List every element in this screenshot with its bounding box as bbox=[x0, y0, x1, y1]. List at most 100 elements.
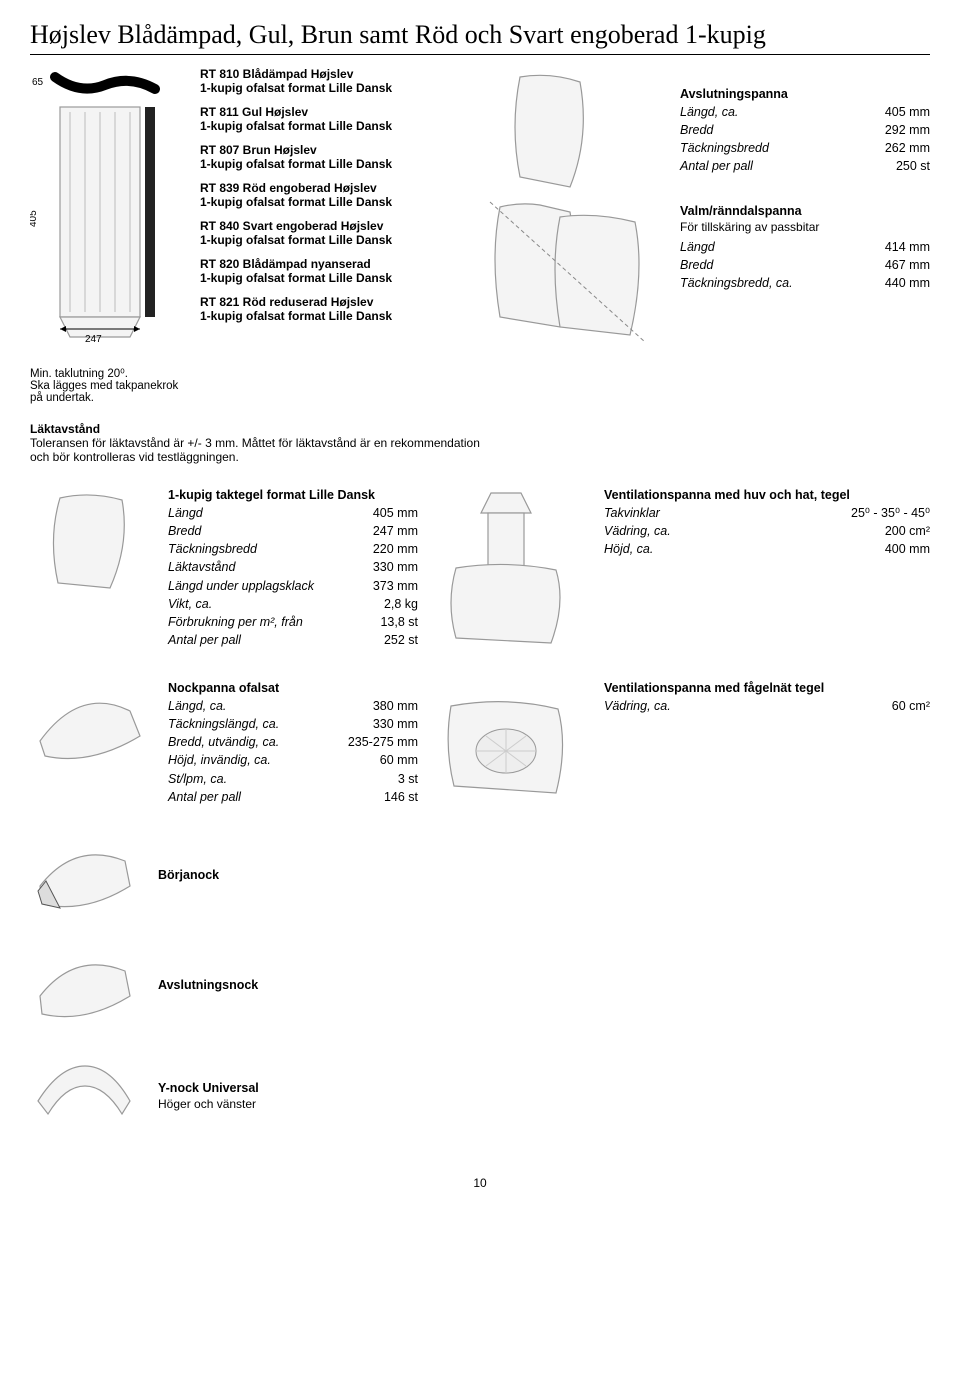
spec-label: Vädring, ca. bbox=[604, 697, 671, 715]
specs-column: Avslutningspanna Längd, ca. 405 mmBredd29… bbox=[680, 67, 930, 404]
product-item: RT 820 Blådämpad nyanserad1-kupig ofalsa… bbox=[200, 257, 460, 285]
vent-huv-info: Ventilationspanna med huv och hat, tegel… bbox=[594, 488, 930, 558]
product-item: RT 810 Blådämpad Højslev1-kupig ofalsat … bbox=[200, 67, 460, 95]
spec-label: Längd bbox=[680, 238, 715, 256]
spec-row: St/lpm, ca. 3 st bbox=[168, 770, 418, 788]
spec-row: Vikt, ca. 2,8 kg bbox=[168, 595, 418, 613]
spec-row: Vädring, ca. 200 cm² bbox=[604, 522, 930, 540]
spec-value: 235-275 mm bbox=[348, 733, 418, 751]
valm-block: Valm/ränndalspanna För tillskäring av pa… bbox=[680, 204, 930, 292]
spec-value: 400 mm bbox=[885, 540, 930, 558]
avslutningspanna-block: Avslutningspanna Längd, ca. 405 mmBredd29… bbox=[680, 87, 930, 176]
spec-row: Täckningsbredd 262 mm bbox=[680, 139, 930, 157]
spec-row: Längd, ca.380 mm bbox=[168, 697, 418, 715]
spec-label: Förbrukning per m², från bbox=[168, 613, 303, 631]
avslutningspanna-title: Avslutningspanna bbox=[680, 87, 930, 101]
spec-row: Läktavstånd 330 mm bbox=[168, 558, 418, 576]
product-desc: 1-kupig ofalsat format Lille Dansk bbox=[200, 119, 460, 133]
nock-img bbox=[30, 681, 150, 781]
spec-value: 2,8 kg bbox=[384, 595, 418, 613]
spec-row: Höjd, invändig, ca.60 mm bbox=[168, 751, 418, 769]
product-name: RT 839 Röd engoberad Højslev bbox=[200, 181, 460, 195]
spec-label: Höjd, ca. bbox=[604, 540, 653, 558]
spec-value: 262 mm bbox=[885, 139, 930, 157]
product-item: RT 840 Svart engoberad Højslev1-kupig of… bbox=[200, 219, 460, 247]
vent-huv-img bbox=[436, 488, 576, 651]
ynock-title: Y-nock Universal bbox=[158, 1081, 259, 1095]
nock-info: Nockpanna ofalsat Längd, ca.380 mmTäckni… bbox=[168, 681, 418, 806]
valm-title: Valm/ränndalspanna bbox=[680, 204, 930, 218]
spec-row: Takvinklar 25⁰ - 35⁰ - 45⁰ bbox=[604, 504, 930, 522]
spec-value: 200 cm² bbox=[885, 522, 930, 540]
avslutningsnock-img bbox=[30, 946, 140, 1026]
spec-row: Täckningsbredd220 mm bbox=[168, 540, 418, 558]
spec-row: Antal per pall 146 st bbox=[168, 788, 418, 806]
vent-fagel-img bbox=[436, 681, 576, 804]
spec-label: Bredd bbox=[680, 121, 713, 139]
spec-row: Bredd292 mm bbox=[680, 121, 930, 139]
spec-row: Bredd, utvändig, ca.235-275 mm bbox=[168, 733, 418, 751]
top-section: 65 405 247 Min. taklutning 20⁰. Ska lägg… bbox=[30, 67, 930, 404]
avslutningsnock-title: Avslutningsnock bbox=[158, 978, 258, 992]
vent-fagel-info: Ventilationspanna med fågelnät tegel Väd… bbox=[594, 681, 930, 715]
borjanock-img bbox=[30, 836, 140, 916]
spec-row: Förbrukning per m², från13,8 st bbox=[168, 613, 418, 631]
product-item: RT 807 Brun Højslev1-kupig ofalsat forma… bbox=[200, 143, 460, 171]
spec-row: Antal per pall 252 st bbox=[168, 631, 418, 649]
lower-grid: 1-kupig taktegel format Lille Dansk Läng… bbox=[30, 488, 930, 1136]
spec-value: 60 mm bbox=[380, 751, 418, 769]
spec-label: Antal per pall bbox=[168, 788, 241, 806]
spec-row: Höjd, ca. 400 mm bbox=[604, 540, 930, 558]
spec-label: Takvinklar bbox=[604, 504, 660, 522]
product-name: RT 820 Blådämpad nyanserad bbox=[200, 257, 460, 271]
spec-row: Antal per pall 250 st bbox=[680, 157, 930, 175]
laktavstand-text: Toleransen för läktavstånd är +/- 3 mm. … bbox=[30, 436, 480, 464]
spec-label: Längd, ca. bbox=[680, 103, 738, 121]
product-name: RT 840 Svart engoberad Højslev bbox=[200, 219, 460, 233]
spec-label: Täckningsbredd bbox=[680, 139, 769, 157]
spec-value: 405 mm bbox=[373, 504, 418, 522]
spec-row: Vädring, ca. 60 cm² bbox=[604, 697, 930, 715]
footnote-takpanekrok: Ska lägges med takpanekrok på undertak. bbox=[30, 380, 180, 404]
page-number: 10 bbox=[30, 1176, 930, 1190]
spec-value: 440 mm bbox=[885, 274, 930, 292]
dim-v: 405 bbox=[30, 210, 39, 227]
spec-row: Täckningsbredd, ca.440 mm bbox=[680, 274, 930, 292]
spec-label: Läktavstånd bbox=[168, 558, 235, 576]
spec-label: Vädring, ca. bbox=[604, 522, 671, 540]
spec-row: Bredd467 mm bbox=[680, 256, 930, 274]
spec-value: 247 mm bbox=[373, 522, 418, 540]
laktavstand-title: Läktavstånd bbox=[30, 422, 100, 436]
product-name: RT 807 Brun Højslev bbox=[200, 143, 460, 157]
product-item: RT 811 Gul Højslev1-kupig ofalsat format… bbox=[200, 105, 460, 133]
spec-value: 330 mm bbox=[373, 715, 418, 733]
spec-label: Bredd bbox=[168, 522, 201, 540]
spec-value: 146 st bbox=[384, 788, 418, 806]
spec-label: Vikt, ca. bbox=[168, 595, 212, 613]
spec-value: 25⁰ - 35⁰ - 45⁰ bbox=[851, 504, 930, 522]
borjanock-title: Börjanock bbox=[158, 868, 219, 882]
spec-value: 60 cm² bbox=[892, 697, 930, 715]
product-name: RT 821 Röd reduserad Højslev bbox=[200, 295, 460, 309]
product-desc: 1-kupig ofalsat format Lille Dansk bbox=[200, 157, 460, 171]
spec-value: 3 st bbox=[398, 770, 418, 788]
spec-label: Antal per pall bbox=[680, 157, 753, 175]
spec-row: Längd under upplagsklack 373 mm bbox=[168, 577, 418, 595]
spec-row: Längd414 mm bbox=[680, 238, 930, 256]
spec-row: Längd405 mm bbox=[168, 504, 418, 522]
spec-value: 405 mm bbox=[885, 103, 930, 121]
laktavstand-note: Läktavstånd Toleransen för läktavstånd ä… bbox=[30, 422, 490, 464]
spec-value: 250 st bbox=[896, 157, 930, 175]
spec-row: Täckningslängd, ca.330 mm bbox=[168, 715, 418, 733]
product-desc: 1-kupig ofalsat format Lille Dansk bbox=[200, 233, 460, 247]
product-item: RT 839 Röd engoberad Højslev1-kupig ofal… bbox=[200, 181, 460, 209]
ynock-sub: Höger och vänster bbox=[158, 1097, 259, 1111]
spec-label: St/lpm, ca. bbox=[168, 770, 227, 788]
spec-value: 373 mm bbox=[373, 577, 418, 595]
spec-value: 252 st bbox=[384, 631, 418, 649]
page-title: Højslev Blådämpad, Gul, Brun samt Röd oc… bbox=[30, 20, 930, 55]
spec-label: Längd under upplagsklack bbox=[168, 577, 314, 595]
spec-value: 330 mm bbox=[373, 558, 418, 576]
spec-label: Bredd bbox=[680, 256, 713, 274]
spec-label: Antal per pall bbox=[168, 631, 241, 649]
